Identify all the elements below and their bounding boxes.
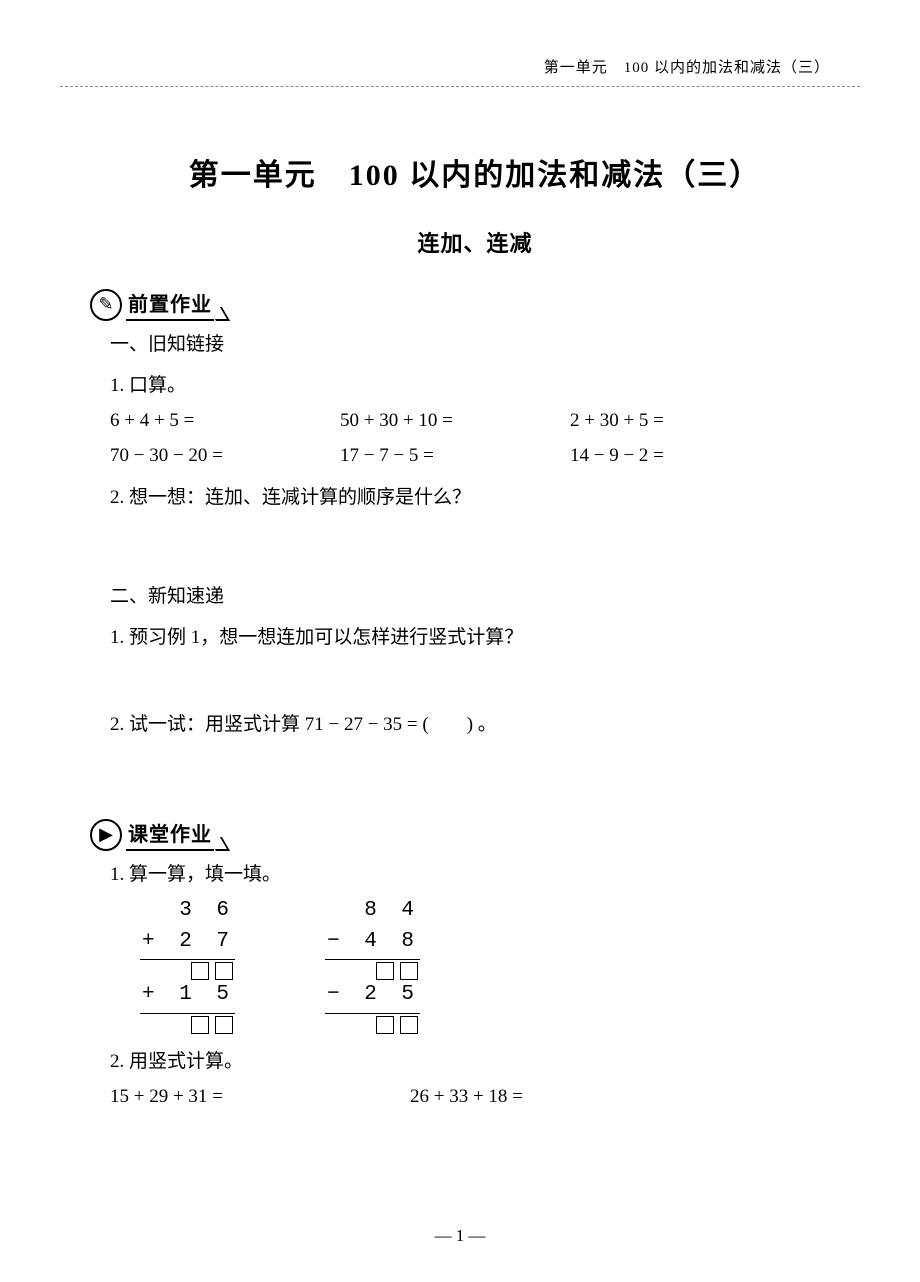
badge-text-prework: 前置作业: [126, 288, 214, 321]
q3-text: 1. 预习例 1，想一想连加可以怎样进行竖式计算？: [110, 620, 840, 655]
equation-row-classwork: 15 + 29 + 31 = 26 + 33 + 18 =: [110, 1079, 840, 1114]
sub-title: 连加、连减: [110, 226, 840, 258]
vertical-math-row: 3 6 + 2 7 + 1 5 8 4 − 4 8 − 2 5: [140, 896, 840, 1033]
equation-row-2: 70 − 30 − 20 = 17 − 7 − 5 = 14 − 9 − 2 =: [110, 438, 840, 473]
answer-box[interactable]: [215, 962, 233, 980]
play-icon: ▶: [90, 819, 122, 851]
rule: [140, 959, 235, 960]
badge-text-classwork: 课堂作业: [126, 818, 214, 851]
q4-text: 2. 试一试：用竖式计算 71 − 27 − 35 = ( ) 。: [110, 707, 840, 742]
answer-box[interactable]: [400, 962, 418, 980]
running-head: 第一单元 100 以内的加法和减法（三）: [544, 56, 830, 77]
spacer: [110, 655, 840, 701]
vs-a-l2: + 2 7: [140, 927, 235, 957]
eq-2b: 17 − 7 − 5 =: [340, 438, 570, 473]
spacer: [110, 515, 840, 573]
answer-box[interactable]: [191, 962, 209, 980]
pencil-icon: ✎: [90, 289, 122, 321]
answer-box[interactable]: [376, 1016, 394, 1034]
page: 第一单元 100 以内的加法和减法（三） 第一单元 100 以内的加法和减法（三…: [0, 0, 920, 1282]
rule: [140, 1013, 235, 1014]
answer-boxes: [140, 962, 235, 980]
answer-box[interactable]: [191, 1016, 209, 1034]
q1-label: 1. 口算。: [110, 368, 840, 403]
vertical-stack-a: 3 6 + 2 7 + 1 5: [140, 896, 235, 1033]
eq-cw-b: 26 + 33 + 18 =: [410, 1079, 710, 1114]
answer-boxes: [325, 1016, 420, 1034]
eq-1c: 2 + 30 + 5 =: [570, 403, 770, 438]
answer-box[interactable]: [400, 1016, 418, 1034]
answer-boxes: [325, 962, 420, 980]
vs-b-l3: − 2 5: [325, 980, 420, 1010]
q2-text: 2. 想一想：连加、连减计算的顺序是什么？: [110, 480, 840, 515]
spacer: [110, 742, 840, 788]
eq-2a: 70 − 30 − 20 =: [110, 438, 340, 473]
equation-row-1: 6 + 4 + 5 = 50 + 30 + 10 = 2 + 30 + 5 =: [110, 403, 840, 438]
eq-cw-a: 15 + 29 + 31 =: [110, 1079, 410, 1114]
rule: [325, 1013, 420, 1014]
main-title: 第一单元 100 以内的加法和减法（三）: [110, 150, 840, 194]
rule: [325, 959, 420, 960]
section-badge-prework: ✎ 前置作业: [90, 288, 840, 321]
q1-classwork-label: 1. 算一算，填一填。: [110, 857, 840, 892]
vs-b-l2: − 4 8: [325, 927, 420, 957]
heading-old-knowledge: 一、旧知链接: [110, 327, 840, 362]
vertical-stack-b: 8 4 − 4 8 − 2 5: [325, 896, 420, 1033]
vs-a-l3: + 1 5: [140, 980, 235, 1010]
eq-2c: 14 − 9 − 2 =: [570, 438, 770, 473]
eq-1b: 50 + 30 + 10 =: [340, 403, 570, 438]
section-badge-classwork: ▶ 课堂作业: [90, 818, 840, 851]
page-number: — 1 —: [0, 1226, 920, 1246]
answer-boxes: [140, 1016, 235, 1034]
answer-box[interactable]: [376, 962, 394, 980]
vs-b-l1: 8 4: [325, 896, 420, 926]
heading-new-knowledge: 二、新知速递: [110, 579, 840, 614]
vs-a-l1: 3 6: [140, 896, 235, 926]
header-rule: [60, 86, 860, 87]
q2-classwork-label: 2. 用竖式计算。: [110, 1044, 840, 1079]
eq-1a: 6 + 4 + 5 =: [110, 403, 340, 438]
answer-box[interactable]: [215, 1016, 233, 1034]
